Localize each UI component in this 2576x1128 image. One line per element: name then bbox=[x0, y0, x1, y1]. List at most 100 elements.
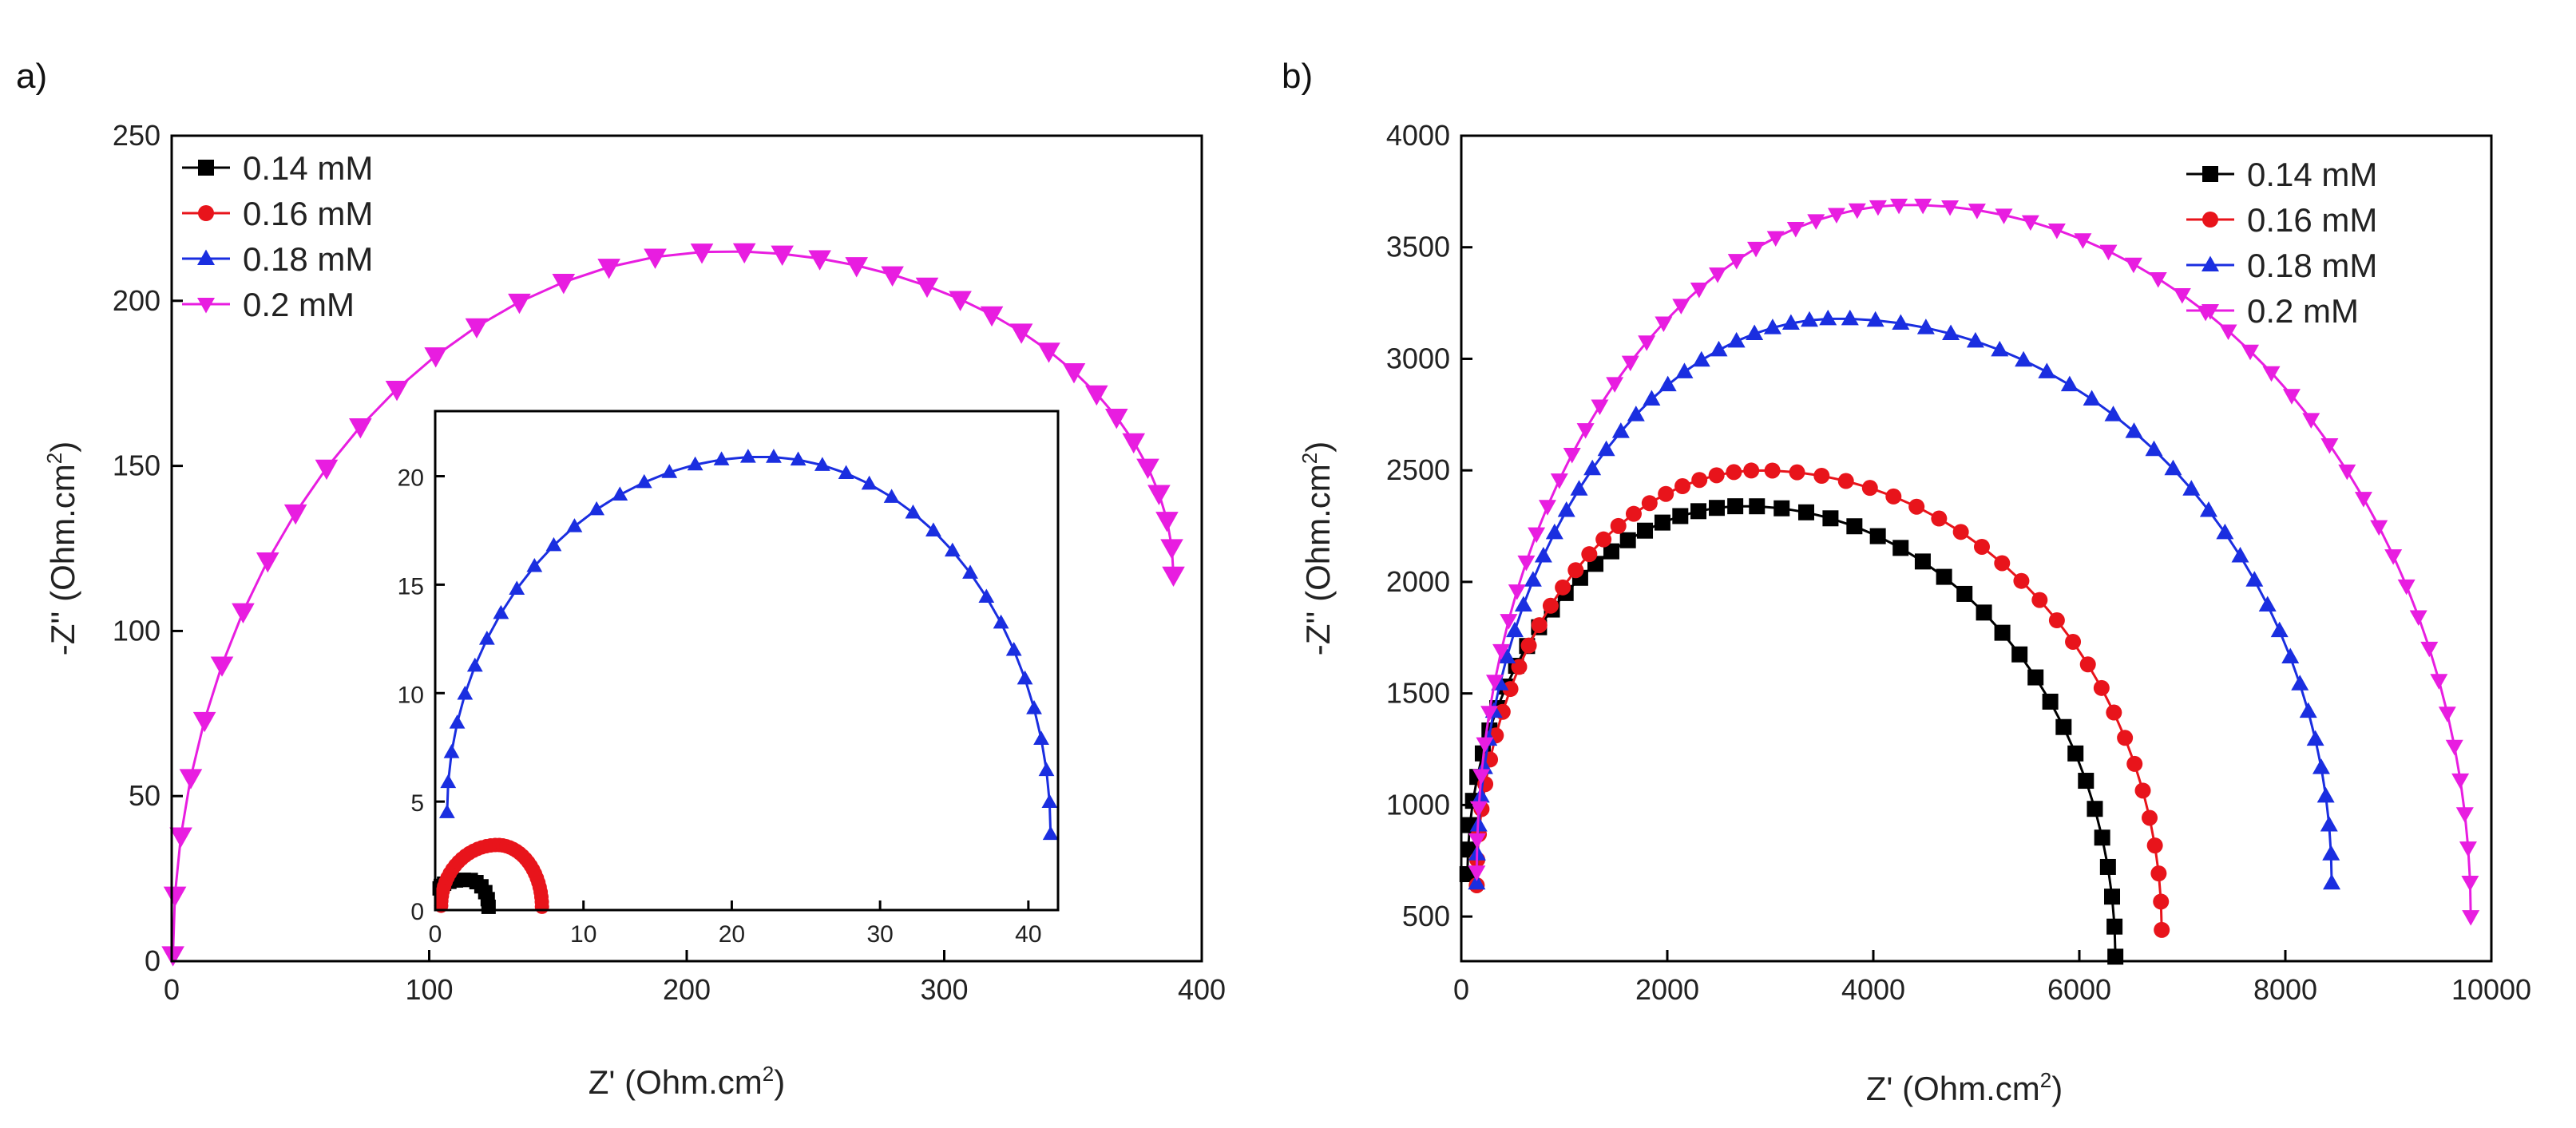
data-point bbox=[1545, 523, 1563, 540]
legend-marker bbox=[2201, 304, 2219, 320]
data-point bbox=[1914, 198, 1932, 215]
data-point bbox=[424, 347, 447, 368]
data-point bbox=[1524, 571, 1542, 587]
data-point bbox=[2231, 547, 2249, 563]
data-point bbox=[2320, 815, 2338, 832]
data-point bbox=[2031, 592, 2048, 608]
data-point bbox=[1690, 282, 1708, 299]
data-point bbox=[2011, 646, 2028, 663]
data-point bbox=[509, 580, 525, 595]
panel-a-inset-y-ticks: 0 5 10 15 20 bbox=[398, 465, 445, 925]
data-point bbox=[1555, 579, 1571, 596]
panel-a-x-axis-title: Z' (Ohm.cm2) bbox=[589, 1062, 785, 1101]
panel-a-y-ticks: 0 50 100 150 200 250 bbox=[113, 119, 183, 977]
data-point bbox=[1837, 473, 1854, 489]
data-point bbox=[589, 501, 605, 516]
data-point bbox=[1485, 675, 1504, 691]
y-tick-label: 50 bbox=[129, 779, 161, 812]
panel-b-axes-frame bbox=[1460, 134, 2493, 963]
data-point bbox=[1084, 385, 1108, 406]
data-point bbox=[1890, 198, 1908, 215]
data-point bbox=[1781, 314, 1800, 330]
data-point bbox=[1786, 221, 1805, 238]
data-point bbox=[905, 504, 921, 519]
data-point bbox=[1160, 539, 1183, 560]
data-point bbox=[1538, 500, 1556, 516]
data-point bbox=[2106, 918, 2123, 935]
data-point bbox=[838, 465, 854, 479]
data-point bbox=[1727, 498, 1744, 515]
data-point bbox=[644, 248, 667, 269]
data-point bbox=[2219, 324, 2237, 340]
data-point bbox=[883, 489, 900, 503]
data-point bbox=[1468, 873, 1486, 890]
data-point bbox=[449, 714, 466, 729]
data-point bbox=[1637, 522, 1654, 539]
data-point bbox=[179, 769, 203, 790]
data-point bbox=[1766, 231, 1785, 247]
data-point bbox=[1042, 825, 1059, 841]
y-tick-label: 10 bbox=[398, 682, 424, 708]
data-point bbox=[2015, 350, 2033, 367]
data-point bbox=[465, 318, 489, 339]
data-point bbox=[2021, 215, 2039, 232]
data-point bbox=[478, 631, 495, 645]
data-point bbox=[1841, 309, 1859, 326]
x-tick-label: 200 bbox=[663, 973, 711, 1006]
data-point bbox=[2048, 612, 2065, 629]
data-point bbox=[1155, 512, 1179, 532]
y-tick-label: 0 bbox=[410, 899, 424, 925]
panel-a-x-ticks: 0 100 200 300 400 bbox=[164, 950, 1226, 1006]
data-point bbox=[1807, 214, 1825, 230]
data-point bbox=[1026, 700, 1042, 714]
data-point bbox=[534, 899, 549, 914]
data-point bbox=[1531, 617, 1548, 634]
x-tick-label: 10000 bbox=[2451, 973, 2531, 1006]
data-point bbox=[1709, 500, 1726, 517]
data-point bbox=[493, 604, 509, 619]
data-point bbox=[1492, 643, 1511, 660]
data-point bbox=[1914, 553, 1931, 570]
data-point bbox=[1827, 208, 1845, 224]
y-tick-label: 0 bbox=[145, 944, 161, 977]
data-point bbox=[1813, 468, 1830, 485]
data-point bbox=[1764, 462, 1781, 479]
data-point bbox=[2038, 362, 2056, 378]
data-point bbox=[1674, 478, 1691, 495]
legend-item: 0.2 mM bbox=[182, 286, 355, 323]
data-point bbox=[766, 449, 782, 463]
data-point bbox=[2270, 621, 2289, 638]
data-point bbox=[526, 558, 543, 572]
data-point bbox=[443, 744, 460, 758]
data-point bbox=[1104, 409, 1128, 429]
data-point bbox=[552, 273, 576, 295]
data-point bbox=[2042, 693, 2059, 710]
data-point bbox=[232, 603, 255, 624]
data-point bbox=[1517, 555, 1536, 572]
data-point bbox=[1966, 331, 1984, 348]
data-point bbox=[1147, 485, 1171, 505]
data-point bbox=[1743, 462, 1760, 479]
data-point bbox=[1749, 498, 1766, 515]
data-point bbox=[545, 536, 562, 552]
data-point bbox=[2291, 675, 2309, 691]
data-point bbox=[1033, 730, 1049, 745]
data-point bbox=[1514, 596, 1532, 611]
data-point bbox=[1542, 597, 1559, 614]
data-point bbox=[1654, 514, 1670, 531]
data-point bbox=[2149, 271, 2167, 288]
data-point bbox=[2150, 865, 2167, 882]
data-point bbox=[2409, 610, 2427, 626]
panel-b-plot-area bbox=[1459, 198, 2480, 965]
data-point bbox=[2241, 344, 2260, 361]
data-point bbox=[210, 656, 234, 677]
data-point bbox=[1916, 319, 1935, 334]
data-point bbox=[1480, 706, 1499, 722]
legend-marker bbox=[2202, 212, 2218, 228]
x-tick-label: 8000 bbox=[2253, 973, 2317, 1006]
y-tick-label: 1500 bbox=[1386, 677, 1450, 710]
data-point bbox=[1528, 527, 1546, 544]
data-point bbox=[2126, 755, 2143, 772]
data-point bbox=[1469, 801, 1488, 817]
legend-label: 0.18 mM bbox=[2247, 247, 2377, 284]
